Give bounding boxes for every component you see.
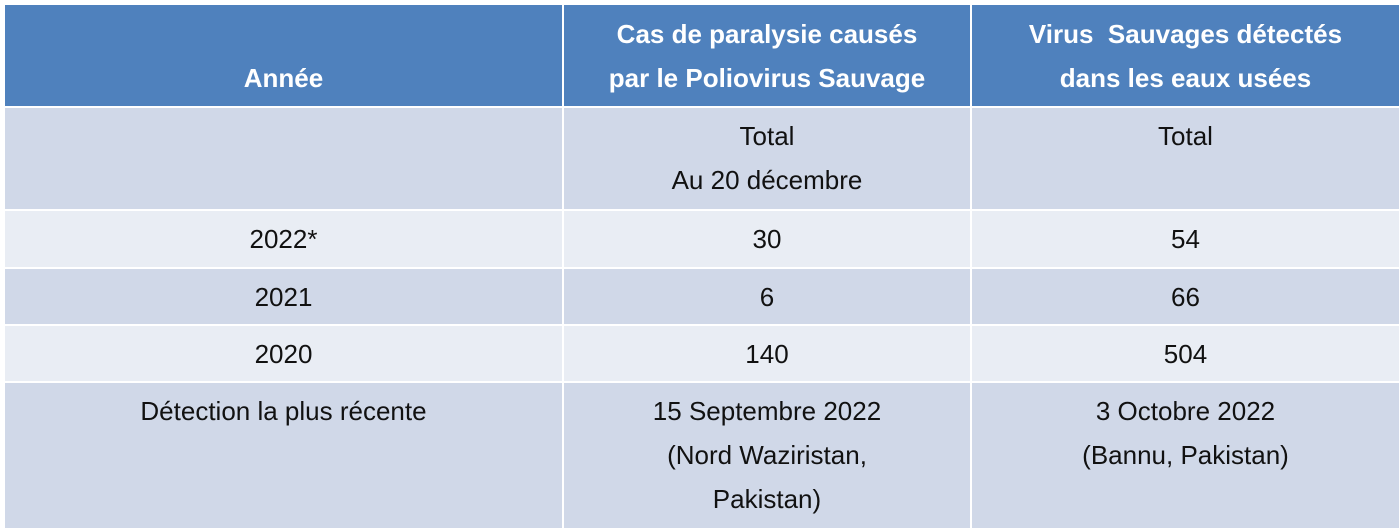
header-cell: Année <box>5 5 562 106</box>
table: Année Cas de paralysie causés par le Poli… <box>5 5 1399 528</box>
table-cell: Total Au 20 décembre <box>564 108 970 209</box>
table-cell: 6 <box>564 269 970 324</box>
header-cell: Cas de paralysie causés par le Polioviru… <box>564 5 970 106</box>
table-cell: 15 Septembre 2022 (Nord Waziristan, Paki… <box>564 383 970 528</box>
table-cell: 66 <box>972 269 1399 324</box>
table-cell: 3 Octobre 2022 (Bannu, Pakistan) <box>972 383 1399 528</box>
table-cell: 504 <box>972 326 1399 381</box>
header-cell: Virus Sauvages détectés dans les eaux us… <box>972 5 1399 106</box>
table-cell: Détection la plus récente <box>5 383 562 528</box>
table-cell: 54 <box>972 211 1399 267</box>
table-cell: 2020 <box>5 326 562 381</box>
table-cell: 30 <box>564 211 970 267</box>
table-cell: 2022* <box>5 211 562 267</box>
table-cell: 2021 <box>5 269 562 324</box>
table-cell <box>5 108 562 209</box>
table-cell: 140 <box>564 326 970 381</box>
table-cell: Total <box>972 108 1399 209</box>
